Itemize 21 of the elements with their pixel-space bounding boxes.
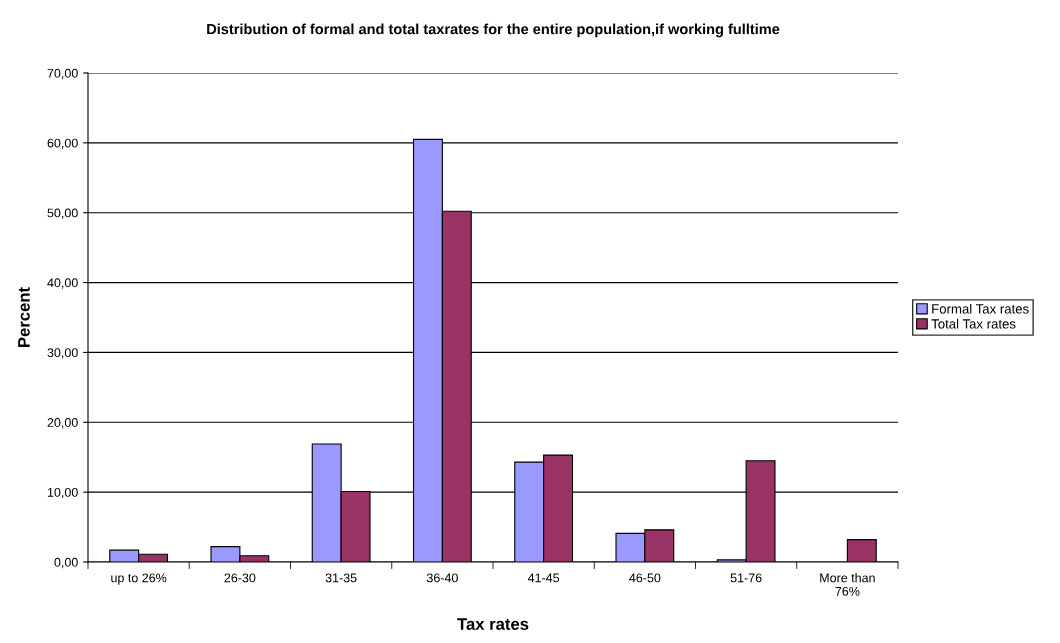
y-tick-label: 0,00 <box>54 557 78 569</box>
x-tick-label: More than 76% <box>820 573 875 596</box>
x-tick-label: 26-30 <box>224 573 256 583</box>
y-tick-label: 40,00 <box>47 278 78 289</box>
x-axis-title: Tax rates <box>457 618 529 630</box>
y-axis-title: Percent <box>18 287 30 347</box>
y-tick-label: 10,00 <box>47 487 78 499</box>
chart-title: Distribution of formal and total taxrates for the entire population,if working fulltime <box>207 23 780 38</box>
y-tick-label: 60,00 <box>47 138 78 149</box>
x-tick-label: 46-50 <box>629 573 661 583</box>
y-tick-label: 20,00 <box>47 418 78 429</box>
legend-label: Formal Tax rates <box>932 303 1029 314</box>
x-tick-label: 31-35 <box>325 573 357 583</box>
x-tick-label: 51-76 <box>730 573 762 583</box>
y-tick-label: 70,00 <box>47 68 78 80</box>
y-tick-label: 50,00 <box>47 208 78 219</box>
x-tick-label: 41-45 <box>527 573 560 583</box>
x-tick-label: up to 26% <box>111 573 167 585</box>
x-tick-label: 36-40 <box>426 573 458 583</box>
legend-label: Total Tax rates <box>931 318 1016 329</box>
y-tick-label: 30,00 <box>47 348 78 359</box>
